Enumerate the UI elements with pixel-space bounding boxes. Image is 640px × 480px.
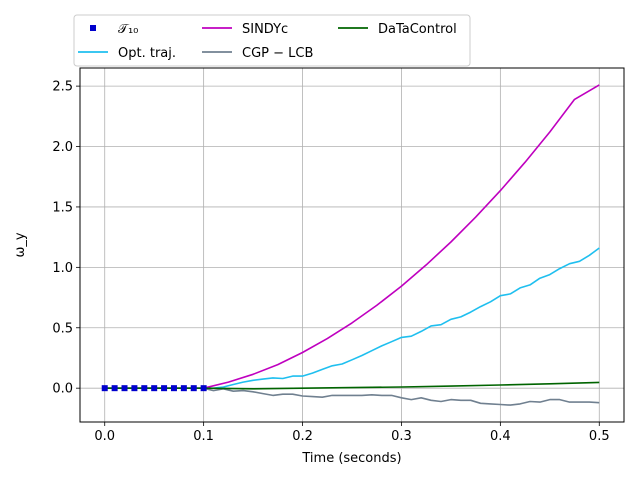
series-marker	[200, 385, 207, 392]
x-tick-label: 0.3	[391, 429, 412, 444]
y-tick-label: 2.0	[52, 140, 73, 155]
series-line-2	[104, 84, 600, 390]
x-tick-label: 0.5	[589, 429, 610, 444]
series-marker	[151, 385, 158, 392]
legend: 𝒯₁₀ Opt. traj. SINDYc CGP − LCB DaTaControl	[73, 14, 471, 67]
legend-marker	[90, 25, 96, 31]
series-marker	[170, 385, 177, 392]
legend-label: 𝒯₁₀	[118, 22, 138, 37]
y-tick-label: 0.0	[52, 382, 73, 397]
x-axis-ticks: 0.0 0.1 0.2 0.3 0.4 0.5	[94, 422, 610, 444]
legend-label: SINDYc	[242, 22, 288, 37]
x-axis-label: Time (seconds)	[301, 451, 401, 466]
plot-frame	[79, 67, 625, 423]
series-line-1	[104, 247, 600, 390]
series-line-3	[104, 387, 600, 406]
series-line-4	[104, 381, 600, 390]
series-marker	[131, 385, 138, 392]
series-marker	[190, 385, 197, 392]
y-axis-label: ω_y	[13, 232, 28, 257]
y-tick-label: 0.5	[52, 321, 73, 336]
series-marker	[101, 385, 108, 392]
series-marker	[141, 385, 148, 392]
legend-box	[73, 14, 471, 67]
grid-lines	[80, 68, 624, 422]
series-marker	[111, 385, 118, 392]
y-tick-label: 1.5	[52, 200, 73, 215]
series-marker	[161, 385, 168, 392]
x-tick-label: 0.0	[94, 429, 115, 444]
y-tick-label: 2.5	[52, 80, 73, 95]
plot-series	[101, 84, 600, 406]
series-marker	[180, 385, 187, 392]
series-marker	[121, 385, 128, 392]
x-tick-label: 0.2	[292, 429, 313, 444]
x-tick-label: 0.1	[193, 429, 214, 444]
legend-label: CGP − LCB	[242, 46, 313, 61]
y-tick-label: 1.0	[52, 261, 73, 276]
legend-label: DaTaControl	[378, 22, 457, 37]
y-axis-ticks: 0.0 0.5 1.0 1.5 2.0 2.5	[52, 80, 80, 397]
legend-label: Opt. traj.	[118, 46, 176, 61]
x-tick-label: 0.4	[490, 429, 511, 444]
